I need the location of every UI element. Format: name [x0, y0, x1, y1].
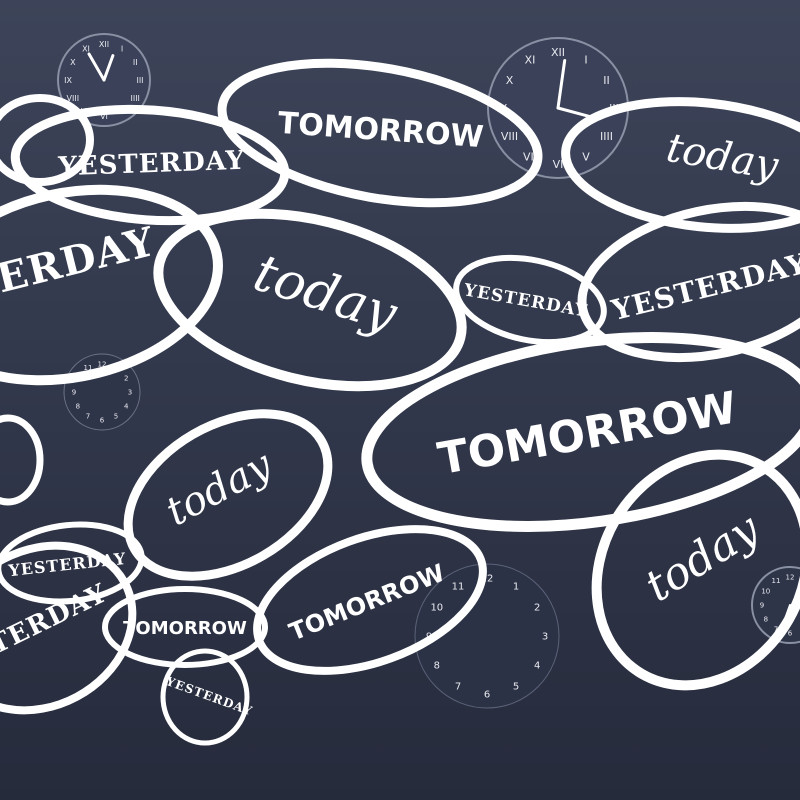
clock-numeral: 3 — [542, 632, 548, 643]
clock-numeral: 6 — [788, 629, 793, 637]
clock-numeral: 6 — [484, 690, 490, 701]
clock-numeral: 5 — [114, 413, 118, 421]
ring — [453, 254, 607, 346]
clock-numeral: X — [506, 74, 514, 87]
ring — [561, 97, 800, 233]
ring — [0, 94, 94, 186]
ring — [102, 586, 268, 668]
ring — [123, 409, 333, 581]
ring — [217, 58, 543, 208]
clock-numeral: IIII — [600, 130, 613, 143]
clock-numeral: VI — [100, 112, 108, 121]
clock-numeral: 8 — [434, 661, 440, 672]
clock-numeral: 5 — [513, 682, 519, 693]
clock-numeral: I — [584, 53, 587, 66]
clock-numeral: 2 — [124, 374, 128, 382]
clock-numeral: 7 — [774, 626, 778, 634]
clock-numeral: 4 — [124, 402, 129, 410]
clock-numeral: III — [136, 76, 143, 85]
ring — [0, 414, 44, 506]
ring — [0, 184, 223, 386]
ring — [591, 449, 800, 691]
clock-numeral: 9 — [760, 602, 764, 610]
clock-numeral: 2 — [534, 603, 540, 614]
clock-numeral: 8 — [764, 616, 768, 624]
clock-numeral: 6 — [100, 416, 105, 424]
clock-numeral: 12 — [786, 573, 795, 581]
clock-numeral: IX — [64, 76, 72, 85]
word-tomorrow: TOMORROW — [123, 618, 247, 639]
clock-numeral: VI — [553, 158, 564, 171]
clock-numeral: 12 — [98, 360, 107, 368]
clock-numeral: XI — [525, 53, 536, 66]
ring — [361, 332, 800, 532]
ring — [577, 201, 800, 363]
clock-hand — [556, 59, 567, 110]
clock-numeral: V — [582, 150, 590, 163]
clock-numeral: II — [133, 58, 138, 67]
clock-numeral: VIII — [501, 130, 518, 143]
clock-numeral: 7 — [86, 413, 90, 421]
word-yesterday: YESTERDAY — [57, 146, 246, 183]
clock-numeral: IIII — [130, 94, 139, 103]
clock-numeral: 8 — [76, 403, 80, 411]
ring — [153, 208, 467, 392]
clock-hand — [87, 52, 106, 82]
clock-numeral: 1 — [513, 581, 519, 592]
clock-numeral: I — [121, 45, 123, 54]
ring — [0, 541, 137, 715]
clock-numeral: 10 — [761, 587, 770, 595]
clock-numeral: 7 — [455, 682, 461, 693]
clock-numeral: 9 — [72, 389, 76, 397]
clock-numeral: XI — [82, 45, 90, 54]
clock-hand — [102, 54, 115, 82]
clock-numeral: X — [70, 58, 76, 67]
clock-numeral: 3 — [128, 388, 132, 396]
clock-hand — [556, 106, 591, 118]
clock-numeral: 11 — [84, 364, 93, 372]
clock-numeral: XII — [99, 40, 109, 49]
clock-numeral: 4 — [534, 661, 540, 672]
clock-numeral: 11 — [772, 577, 781, 585]
clock-numeral: 10 — [430, 603, 443, 614]
ring — [160, 648, 250, 746]
clock-numeral: XII — [551, 46, 565, 59]
clock-numeral: II — [603, 74, 610, 87]
loop-rings — [0, 58, 800, 746]
clock-numeral: 11 — [452, 581, 465, 592]
ring — [0, 521, 145, 605]
clock-numeral: VIII — [67, 94, 80, 103]
ring — [253, 525, 487, 675]
clock-numeral: 12 — [481, 574, 494, 585]
